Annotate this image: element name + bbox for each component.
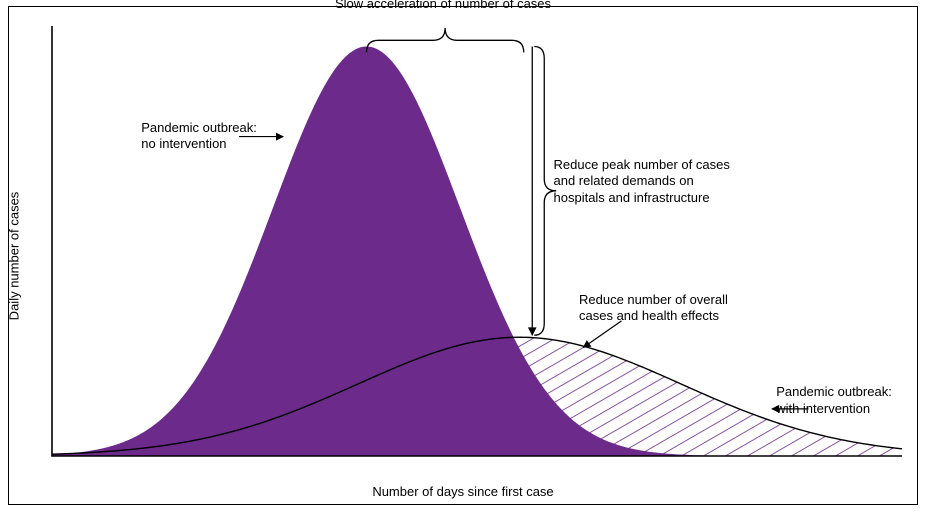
label-reduce-peak: Reduce peak number of cases and related … bbox=[554, 157, 730, 206]
x-axis-label: Number of days since first case bbox=[0, 484, 926, 499]
arrow-reduce-overall bbox=[583, 321, 621, 348]
chart-frame: Daily number of cases Number of days sin… bbox=[0, 0, 926, 511]
y-axis-label: Daily number of cases bbox=[7, 191, 22, 320]
label-with-intervention: Pandemic outbreak: with intervention bbox=[776, 384, 892, 417]
label-reduce-overall: Reduce number of overall cases and healt… bbox=[579, 292, 728, 325]
label-no-intervention: Pandemic outbreak: no intervention bbox=[141, 120, 257, 153]
label-slow-acceleration: Slow acceleration of number of cases bbox=[335, 0, 551, 12]
plot-area bbox=[8, 6, 918, 505]
brace-slow-acceleration bbox=[367, 28, 524, 52]
